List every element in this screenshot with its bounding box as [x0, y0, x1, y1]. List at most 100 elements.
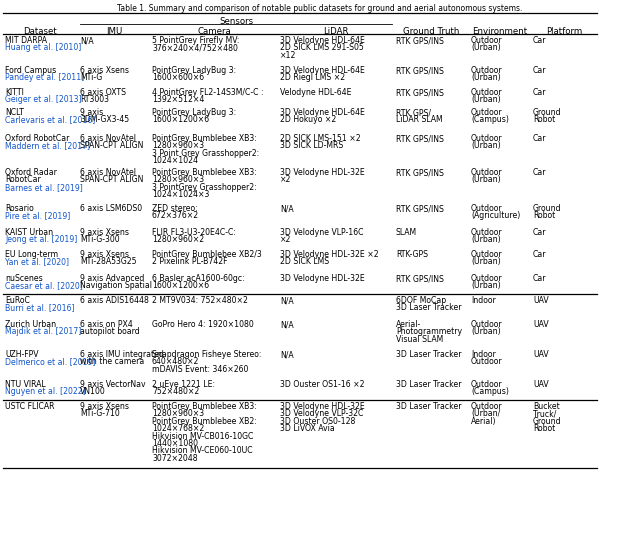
Text: 3D Velodyne HDL-64E: 3D Velodyne HDL-64E	[280, 36, 365, 45]
Text: Rosario: Rosario	[5, 204, 34, 213]
Text: Maddern et al. [2017]: Maddern et al. [2017]	[5, 141, 90, 150]
Text: SPAN-CPT ALIGN: SPAN-CPT ALIGN	[80, 141, 143, 150]
Text: 3D Velodyne HDL-32E: 3D Velodyne HDL-32E	[280, 274, 365, 283]
Text: IMU: IMU	[106, 27, 122, 36]
Text: 3D Velodyne HDL-64E: 3D Velodyne HDL-64E	[280, 66, 365, 75]
Text: Ground: Ground	[533, 417, 562, 426]
Text: Environment: Environment	[472, 27, 527, 36]
Text: ×12: ×12	[280, 51, 296, 60]
Text: Robot: Robot	[533, 424, 556, 433]
Text: 672×376×2: 672×376×2	[152, 211, 199, 220]
Text: 1280×960×3: 1280×960×3	[152, 141, 204, 150]
Text: Outdoor: Outdoor	[471, 320, 502, 329]
Text: 9 axis Advanced: 9 axis Advanced	[80, 274, 145, 283]
Text: Visual SLAM: Visual SLAM	[396, 335, 444, 344]
Text: mDAVIS Event: 346×260: mDAVIS Event: 346×260	[152, 365, 248, 374]
Text: 9 axis Xsens: 9 axis Xsens	[80, 228, 129, 237]
Text: UZH-FPV: UZH-FPV	[5, 350, 38, 359]
Text: MTi-G-300: MTi-G-300	[80, 236, 120, 244]
Text: ZED stereo:: ZED stereo:	[152, 204, 198, 213]
Text: EuRoC: EuRoC	[5, 296, 30, 305]
Text: 5 PointGrey Firefly MV:: 5 PointGrey Firefly MV:	[152, 36, 239, 45]
Text: 3D Ouster OS1-16 ×2: 3D Ouster OS1-16 ×2	[280, 380, 365, 389]
Text: NTU VIRAL: NTU VIRAL	[5, 380, 45, 389]
Text: 4 PointGrey FL2-14S3M/C-C :: 4 PointGrey FL2-14S3M/C-C :	[152, 88, 264, 97]
Text: ×2: ×2	[280, 175, 291, 184]
Text: Pire et al. [2019]: Pire et al. [2019]	[5, 211, 70, 220]
Text: UAV: UAV	[533, 320, 548, 329]
Text: 640×480×2: 640×480×2	[152, 357, 200, 367]
Text: 6 axis LSM6DS0: 6 axis LSM6DS0	[80, 204, 142, 213]
Text: 9 axis Xsens: 9 axis Xsens	[80, 250, 129, 259]
Text: 3D Laser Tracker: 3D Laser Tracker	[396, 350, 461, 359]
Text: Oxford RobotCar: Oxford RobotCar	[5, 134, 69, 143]
Text: Oxford Radar: Oxford Radar	[5, 168, 57, 177]
Text: (Campus): (Campus)	[471, 388, 509, 396]
Text: RTK GPS/INS: RTK GPS/INS	[396, 66, 444, 75]
Text: PointGrey Bumblebee XB2:: PointGrey Bumblebee XB2:	[152, 417, 257, 426]
Text: 2D Hokuyo ×2: 2D Hokuyo ×2	[280, 115, 336, 125]
Text: Hikvision MV-CB016-10GC: Hikvision MV-CB016-10GC	[152, 432, 253, 440]
Text: RTK GPS/INS: RTK GPS/INS	[396, 204, 444, 213]
Text: 376×240×4/752×480: 376×240×4/752×480	[152, 44, 238, 52]
Text: (Urban): (Urban)	[471, 141, 500, 150]
Text: 9 axis Xsens: 9 axis Xsens	[80, 402, 129, 411]
Text: (Urban): (Urban)	[471, 73, 500, 82]
Text: 1600×1200×6: 1600×1200×6	[152, 115, 209, 125]
Text: 3 Point Grey Grasshopper2:: 3 Point Grey Grasshopper2:	[152, 149, 259, 158]
Text: 3D Velodyne VLP-32C: 3D Velodyne VLP-32C	[280, 410, 364, 418]
Text: Car: Car	[533, 250, 547, 259]
Text: Outdoor: Outdoor	[471, 250, 502, 259]
Text: Outdoor: Outdoor	[471, 134, 502, 143]
Text: 3D Velodyne HDL-64E: 3D Velodyne HDL-64E	[280, 108, 365, 117]
Text: 1280×960×3: 1280×960×3	[152, 175, 204, 184]
Text: Car: Car	[533, 134, 547, 143]
Text: 3DM-GX3-45: 3DM-GX3-45	[80, 115, 129, 125]
Text: Car: Car	[533, 228, 547, 237]
Text: MTi-G-710: MTi-G-710	[80, 410, 120, 418]
Text: PointGrey Bumblebee XB3:: PointGrey Bumblebee XB3:	[152, 402, 257, 411]
Text: Outdoor: Outdoor	[471, 228, 502, 237]
Text: RTK GPS/INS: RTK GPS/INS	[396, 36, 444, 45]
Text: 1600×1200×6: 1600×1200×6	[152, 281, 209, 291]
Text: 6 axis on PX4: 6 axis on PX4	[80, 320, 132, 329]
Text: Outdoor: Outdoor	[471, 204, 502, 213]
Text: Snapdragon Fisheye Stereo:: Snapdragon Fisheye Stereo:	[152, 350, 261, 359]
Text: Carlevaris et al. [2016]: Carlevaris et al. [2016]	[5, 115, 95, 125]
Text: 3D Velodyne HDL-32E: 3D Velodyne HDL-32E	[280, 402, 365, 411]
Text: 2D Riegl LMS ×2: 2D Riegl LMS ×2	[280, 73, 345, 82]
Text: KAIST Urban: KAIST Urban	[5, 228, 53, 237]
Text: 2D SICK LMS-151 ×2: 2D SICK LMS-151 ×2	[280, 134, 360, 143]
Text: Dataset: Dataset	[24, 27, 58, 36]
Text: Geiger et al. [2013]: Geiger et al. [2013]	[5, 95, 81, 105]
Text: 1600×600×6: 1600×600×6	[152, 73, 204, 82]
Text: Nguyen et al. [2022]: Nguyen et al. [2022]	[5, 388, 86, 396]
Text: autopilot board: autopilot board	[80, 327, 140, 336]
Text: MIT DARPA: MIT DARPA	[5, 36, 47, 45]
Text: Robot: Robot	[533, 115, 556, 125]
Text: LiDAR: LiDAR	[323, 27, 349, 36]
Text: 9 axis: 9 axis	[80, 108, 103, 117]
Text: (Urban): (Urban)	[471, 236, 500, 244]
Text: 2D SICK LMS: 2D SICK LMS	[280, 258, 329, 266]
Text: PointGrey LadyBug 3:: PointGrey LadyBug 3:	[152, 108, 236, 117]
Text: Indoor: Indoor	[471, 350, 496, 359]
Text: SLAM: SLAM	[396, 228, 417, 237]
Text: 6 axis IMU integrated: 6 axis IMU integrated	[80, 350, 164, 359]
Text: Car: Car	[533, 168, 547, 177]
Text: RTK GPS/INS: RTK GPS/INS	[396, 88, 444, 97]
Text: RTK GPS/INS: RTK GPS/INS	[396, 168, 444, 177]
Text: 752×480×2: 752×480×2	[152, 388, 199, 396]
Text: LiDAR SLAM: LiDAR SLAM	[396, 115, 443, 125]
Text: Zurich Urban: Zurich Urban	[5, 320, 56, 329]
Text: (Urban): (Urban)	[471, 175, 500, 184]
Text: 2 uEye 1221 LE:: 2 uEye 1221 LE:	[152, 380, 215, 389]
Text: 6 axis Xsens: 6 axis Xsens	[80, 66, 129, 75]
Text: Car: Car	[533, 274, 547, 283]
Text: (Agriculture): (Agriculture)	[471, 211, 520, 220]
Text: Outdoor: Outdoor	[471, 380, 502, 389]
Text: Ground: Ground	[533, 204, 562, 213]
Text: Robot: Robot	[533, 211, 556, 220]
Text: GoPro Hero 4: 1920×1080: GoPro Hero 4: 1920×1080	[152, 320, 253, 329]
Text: (Urban): (Urban)	[471, 44, 500, 52]
